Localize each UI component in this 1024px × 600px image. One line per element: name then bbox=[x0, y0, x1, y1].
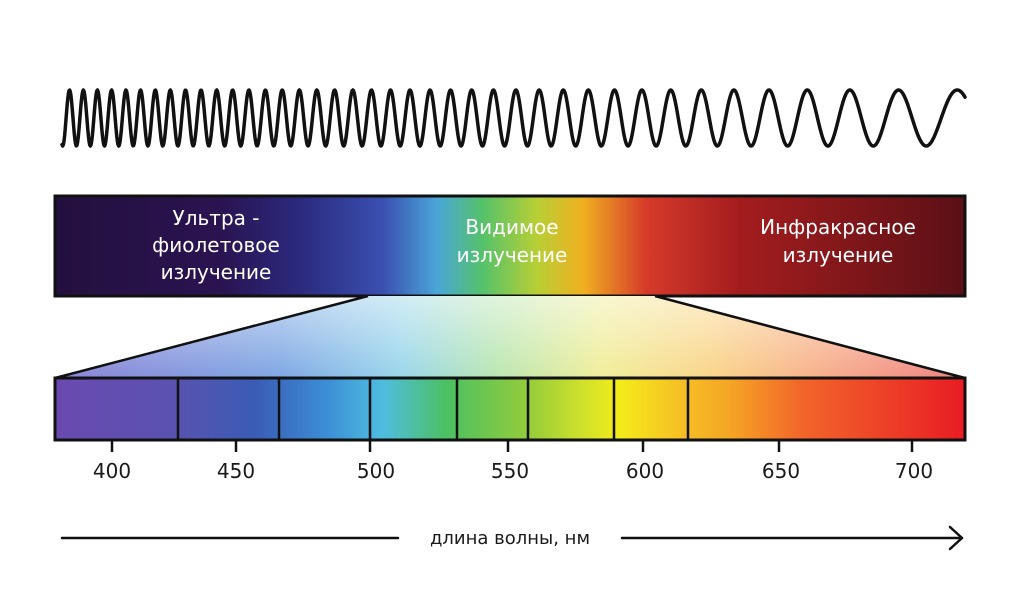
band-label-uv-line2: фиолетовое bbox=[152, 233, 280, 257]
visible-projection-fade bbox=[55, 296, 965, 378]
projection-edge-right bbox=[654, 294, 966, 380]
band-label-uv-line3: излучение bbox=[161, 260, 272, 284]
wave-curve bbox=[60, 88, 967, 148]
tick-label-650: 650 bbox=[762, 459, 800, 483]
band-label-uv-line1: Ультра - bbox=[173, 206, 260, 230]
band-label-ir-line2: излучение bbox=[783, 243, 894, 267]
tick-label-550: 550 bbox=[491, 459, 529, 483]
band-label-ir-line1: Инфракрасное bbox=[760, 215, 916, 239]
tick-label-400: 400 bbox=[93, 459, 131, 483]
wavelength-axis: 400 450 500 550 600 650 700 bbox=[93, 440, 933, 483]
band-label-ir: Инфракрасное излучение bbox=[760, 215, 916, 267]
spectrum-bar bbox=[53, 194, 967, 298]
tick-label-500: 500 bbox=[357, 459, 395, 483]
band-label-visible-line1: Видимое bbox=[465, 215, 558, 239]
band-label-uv: Ультра - фиолетовое излучение bbox=[152, 206, 280, 284]
tick-label-450: 450 bbox=[217, 459, 255, 483]
band-label-visible: Видимое излучение bbox=[457, 215, 568, 267]
tick-label-600: 600 bbox=[626, 459, 664, 483]
tick-label-700: 700 bbox=[895, 459, 933, 483]
axis-label: длина волны, нм bbox=[430, 528, 590, 549]
strip-dividers bbox=[176, 378, 690, 440]
band-label-visible-line2: излучение bbox=[457, 243, 568, 267]
projection-edge-left bbox=[54, 294, 369, 380]
arrow-head bbox=[948, 525, 964, 551]
wavelength-arrow bbox=[60, 525, 964, 551]
visible-spectrum-strip bbox=[53, 376, 967, 442]
